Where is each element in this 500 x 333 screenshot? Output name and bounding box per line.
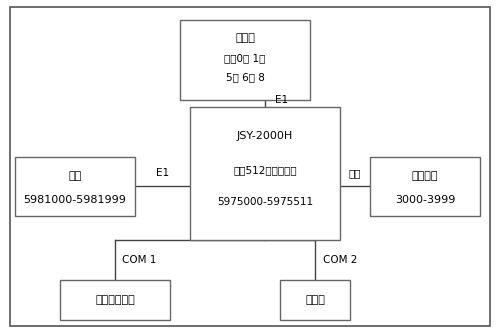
Text: 字头0、 1、: 字头0、 1、 (224, 53, 266, 63)
Text: 环路: 环路 (349, 168, 361, 178)
FancyBboxPatch shape (190, 107, 340, 240)
Text: 5975000-5975511: 5975000-5975511 (217, 197, 313, 207)
Text: 专网: 专网 (68, 171, 82, 181)
Text: 计费管理电脑: 计费管理电脑 (95, 295, 135, 305)
Text: 3000-3999: 3000-3999 (395, 195, 455, 205)
FancyBboxPatch shape (15, 157, 135, 216)
Text: COM 1: COM 1 (122, 255, 157, 265)
Text: E1: E1 (156, 168, 169, 178)
Text: 上级局: 上级局 (235, 33, 255, 43)
Text: 联营单位: 联营单位 (412, 171, 438, 181)
FancyBboxPatch shape (180, 20, 310, 100)
Text: 5981000-5981999: 5981000-5981999 (24, 195, 127, 205)
Text: COM 2: COM 2 (322, 255, 357, 265)
Text: E1: E1 (275, 95, 288, 105)
FancyBboxPatch shape (280, 280, 350, 320)
FancyBboxPatch shape (60, 280, 170, 320)
Text: 调度台: 调度台 (305, 295, 325, 305)
Text: JSY-2000H: JSY-2000H (237, 131, 293, 141)
Text: 内线512部，号码：: 内线512部，号码： (233, 166, 297, 175)
Text: 5、 6、 8: 5、 6、 8 (226, 73, 264, 83)
FancyBboxPatch shape (370, 157, 480, 216)
